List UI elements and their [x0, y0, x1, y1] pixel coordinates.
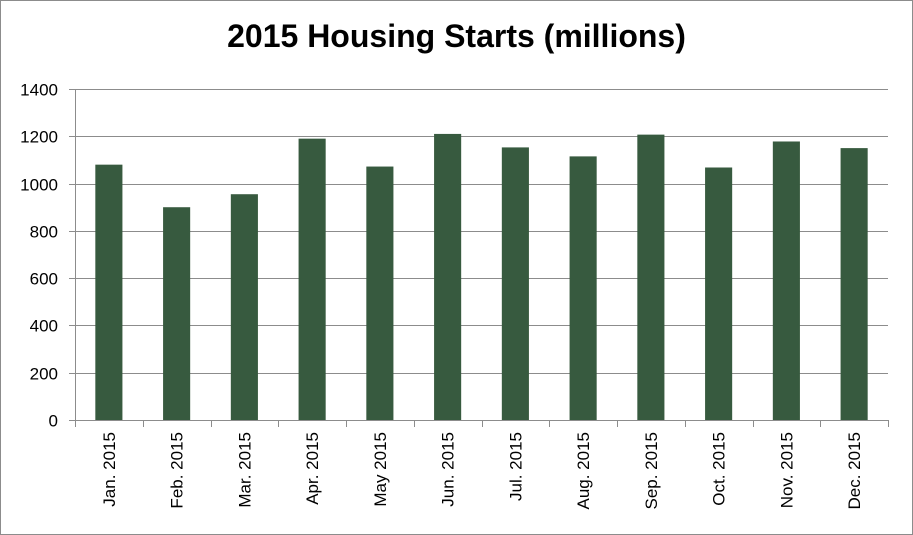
bar — [163, 207, 191, 420]
y-tick-label: 1000 — [20, 176, 58, 195]
y-tick-label: 0 — [49, 412, 58, 431]
x-tick-label: Nov. 2015 — [777, 432, 796, 508]
x-tick-label: Jul. 2015 — [506, 432, 525, 501]
bar — [569, 156, 597, 420]
x-tick-label: May 2015 — [371, 432, 390, 507]
x-tick-label: Jun. 2015 — [439, 432, 458, 507]
bar — [637, 134, 665, 420]
x-tick-label: Jan. 2015 — [100, 432, 119, 507]
x-tick-label: Oct. 2015 — [710, 432, 729, 506]
x-tick-label: Feb. 2015 — [168, 432, 187, 509]
y-tick-label: 1400 — [20, 81, 58, 100]
y-tick-label: 600 — [30, 270, 58, 289]
bar — [705, 167, 733, 420]
y-tick-label: 800 — [30, 223, 58, 242]
y-tick-label: 400 — [30, 317, 58, 336]
x-tick-label: Mar. 2015 — [235, 432, 254, 508]
bar — [501, 147, 529, 420]
chart-title: 2015 Housing Starts (millions) — [227, 18, 686, 54]
x-tick-label: Dec. 2015 — [845, 432, 864, 510]
bar — [772, 141, 800, 421]
x-tick-label: Apr. 2015 — [303, 432, 322, 505]
bar — [366, 166, 394, 420]
bar — [434, 133, 462, 420]
x-tick-label: Aug. 2015 — [574, 432, 593, 510]
bar — [298, 138, 326, 420]
y-tick-label: 200 — [30, 365, 58, 384]
y-tick-label: 1200 — [20, 128, 58, 147]
bar — [95, 164, 123, 420]
x-tick-label: Sep. 2015 — [642, 432, 661, 510]
bar — [840, 148, 868, 420]
bar — [230, 194, 258, 420]
